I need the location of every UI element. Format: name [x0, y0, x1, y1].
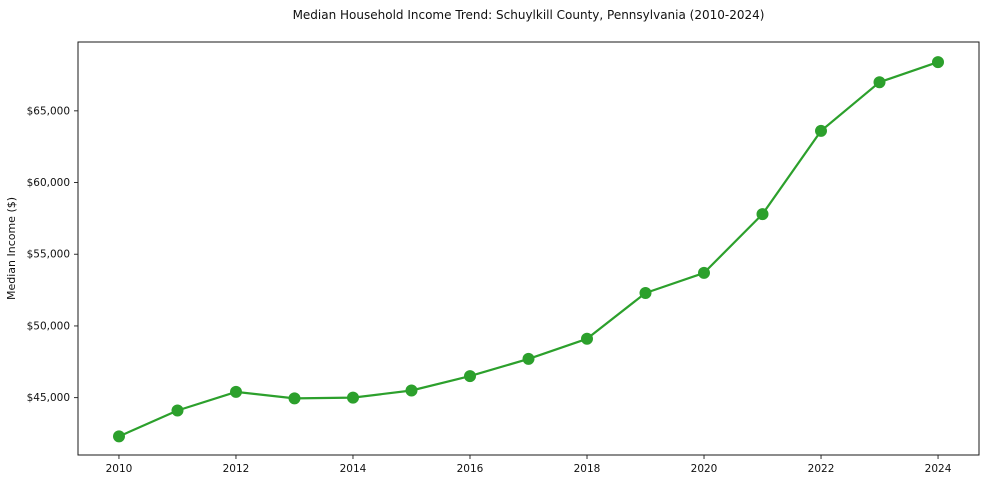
- y-tick-label: $45,000: [27, 392, 70, 404]
- x-tick-label: 2024: [925, 463, 952, 475]
- data-point-marker: [873, 76, 886, 89]
- x-tick-label: 2022: [808, 463, 835, 475]
- y-tick-label: $60,000: [27, 177, 70, 189]
- data-point-marker: [756, 208, 769, 221]
- x-tick-label: 2018: [574, 463, 601, 475]
- data-point-marker: [522, 352, 535, 365]
- chart-title: Median Household Income Trend: Schuylkil…: [292, 8, 765, 22]
- y-tick-label: $50,000: [27, 320, 70, 332]
- data-point-marker: [347, 391, 359, 404]
- data-point-marker: [171, 404, 184, 417]
- data-point-marker: [581, 332, 593, 345]
- data-point-marker: [288, 392, 301, 405]
- x-tick-label: 2010: [106, 463, 133, 475]
- data-point-marker: [464, 370, 476, 383]
- data-point-marker: [639, 287, 652, 299]
- x-tick-label: 2012: [223, 463, 250, 475]
- y-tick-label: $65,000: [27, 105, 70, 117]
- plot-border: [77, 41, 980, 456]
- data-point-marker: [698, 266, 710, 279]
- data-point-marker: [815, 124, 827, 137]
- data-point-marker: [113, 430, 125, 443]
- y-tick-label: $55,000: [27, 249, 70, 261]
- data-point-marker: [405, 384, 418, 397]
- x-tick-label: 2020: [691, 463, 718, 475]
- data-point-marker: [230, 385, 242, 398]
- data-point-marker: [932, 56, 944, 69]
- y-axis-label: Median Income ($): [5, 197, 18, 300]
- x-tick-label: 2016: [457, 463, 484, 475]
- x-tick-label: 2014: [340, 463, 367, 475]
